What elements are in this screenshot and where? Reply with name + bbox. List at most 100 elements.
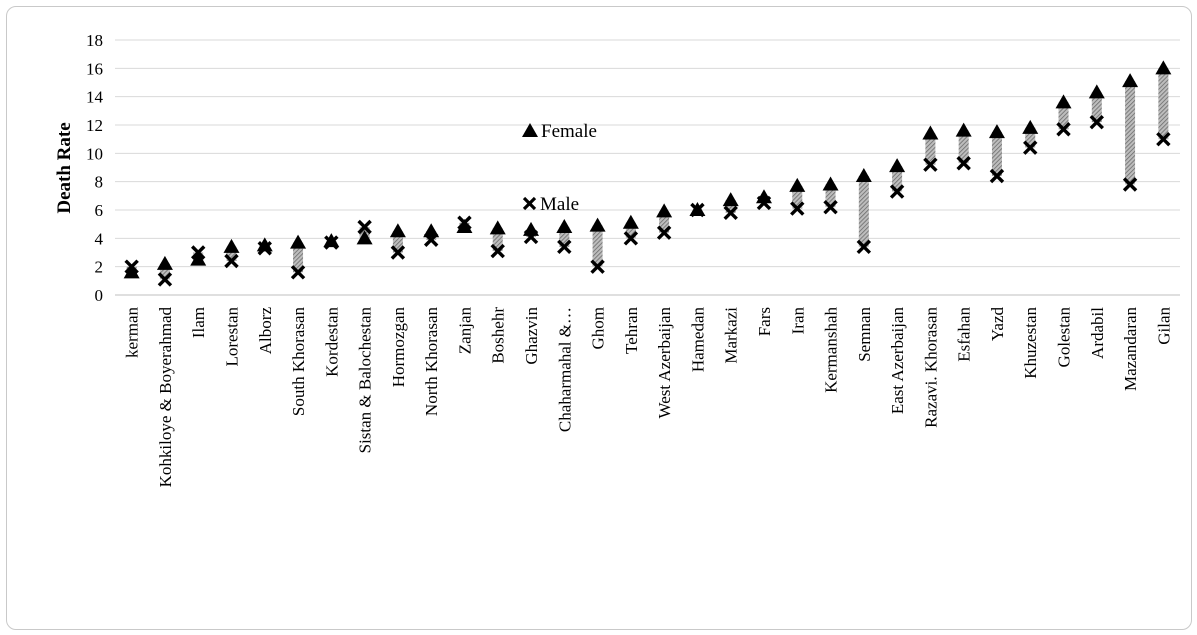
female-marker <box>123 264 140 279</box>
x-tick-label: Fars <box>755 307 774 336</box>
female-marker <box>423 223 440 238</box>
legend-label-male: Male <box>540 194 579 215</box>
x-tick-label: Kohkiloye & Boyerahmad <box>156 307 175 488</box>
y-tick-label: 10 <box>86 144 103 163</box>
male-marker-stroke <box>856 239 872 255</box>
x-tick-label: Ghom <box>589 307 608 350</box>
male-marker <box>557 239 572 255</box>
male-marker <box>623 231 639 246</box>
legend: Female Male <box>522 121 597 215</box>
x-tick-label: Sistan & Balochestan <box>356 307 375 454</box>
range-bar <box>592 225 603 267</box>
male-marker <box>224 253 239 269</box>
male-marker-stroke <box>1156 131 1171 147</box>
x-tick-label: Esfahan <box>955 307 974 362</box>
y-axis-label: Death Rate <box>54 122 75 213</box>
male-marker-stroke <box>390 245 406 260</box>
range-bar <box>159 263 170 280</box>
female-marker <box>1122 73 1139 88</box>
male-marker <box>790 201 805 216</box>
range-bar <box>725 200 736 213</box>
range-bar <box>625 222 636 239</box>
range-bar <box>492 228 503 252</box>
male-marker-stroke <box>723 205 738 221</box>
female-marker <box>855 168 872 182</box>
male-marker-stroke <box>490 243 505 259</box>
female-marker <box>822 176 839 191</box>
range-bar <box>925 133 936 165</box>
x-tick-label: Tehran <box>622 307 641 354</box>
male-marker-stroke <box>357 219 372 235</box>
range-bar <box>293 242 304 273</box>
female-marker <box>523 221 540 236</box>
male-marker <box>1056 122 1071 137</box>
range-bar <box>1125 81 1136 185</box>
male-marker-stroke <box>224 253 239 269</box>
female-marker <box>1155 60 1172 75</box>
x-tick-label: Yazd <box>988 307 1007 342</box>
female-marker <box>722 192 739 207</box>
male-marker <box>1089 114 1104 130</box>
male-marker-stroke <box>889 184 905 199</box>
y-tick-label: 0 <box>95 286 104 305</box>
x-tick-label: Golestan <box>1055 307 1074 368</box>
female-marker <box>789 177 806 192</box>
female-marker <box>889 158 906 173</box>
female-marker <box>755 189 772 204</box>
x-tick-label: Mazandaran <box>1121 307 1140 392</box>
x-tick-label: Chaharmahal &… <box>555 307 574 432</box>
male-marker <box>1023 140 1038 155</box>
y-tick-label: 6 <box>95 201 104 220</box>
x-tick-label: Alborz <box>256 307 275 355</box>
female-marker <box>622 214 639 229</box>
male-marker-stroke <box>1056 122 1071 137</box>
x-tick-label: Semnan <box>855 307 874 362</box>
male-marker <box>823 199 838 215</box>
male-marker <box>1122 177 1138 192</box>
male-marker <box>390 245 406 260</box>
female-marker <box>323 233 340 248</box>
range-bar <box>792 185 803 209</box>
legend-triangle-icon <box>522 123 538 137</box>
female-marker <box>1055 94 1072 109</box>
range-bar <box>1058 102 1069 130</box>
range-bar <box>958 130 969 164</box>
y-tick-label: 8 <box>95 173 104 192</box>
male-marker <box>956 156 971 171</box>
male-marker-stroke <box>956 156 971 171</box>
legend-item-female: Female <box>522 121 597 142</box>
x-tick-label: Kordestan <box>322 307 341 377</box>
male-marker <box>989 168 1005 184</box>
y-tick-label: 14 <box>86 88 104 107</box>
gridlines <box>115 39 1180 268</box>
female-marker <box>556 219 573 233</box>
range-bar <box>858 176 869 247</box>
male-marker <box>656 225 672 240</box>
x-tick-label: Ghazvin <box>522 307 541 365</box>
range-bar <box>1158 68 1169 140</box>
male-marker <box>923 157 938 172</box>
x-tick-label: North Khorasan <box>422 307 441 417</box>
female-marker <box>356 230 373 245</box>
y-tick-label: 12 <box>86 116 103 135</box>
y-tick-label: 2 <box>95 258 104 277</box>
x-tick-label: Ardabil <box>1088 307 1107 359</box>
female-marker <box>190 251 207 266</box>
x-axis: kerman Kohkiloye & Boyerahmad Ilam Lorestan… <box>115 294 1180 488</box>
female-marker <box>656 203 673 218</box>
female-marker <box>1022 119 1039 134</box>
female-marker <box>589 217 606 232</box>
x-tick-label: South Khorasan <box>289 307 308 417</box>
male-marker-stroke <box>656 225 672 240</box>
male-marker-stroke <box>923 157 938 172</box>
male-marker-stroke <box>1023 140 1038 155</box>
female-marker <box>1088 84 1105 99</box>
female-marker <box>290 234 307 249</box>
male-marker <box>490 243 505 259</box>
x-tick-label: Boshehr <box>489 307 508 364</box>
chart-frame <box>6 6 1192 630</box>
legend-x-icon <box>522 196 537 211</box>
male-marker-stroke <box>1122 177 1138 192</box>
male-marker-stroke <box>157 272 173 287</box>
male-marker <box>157 272 173 287</box>
